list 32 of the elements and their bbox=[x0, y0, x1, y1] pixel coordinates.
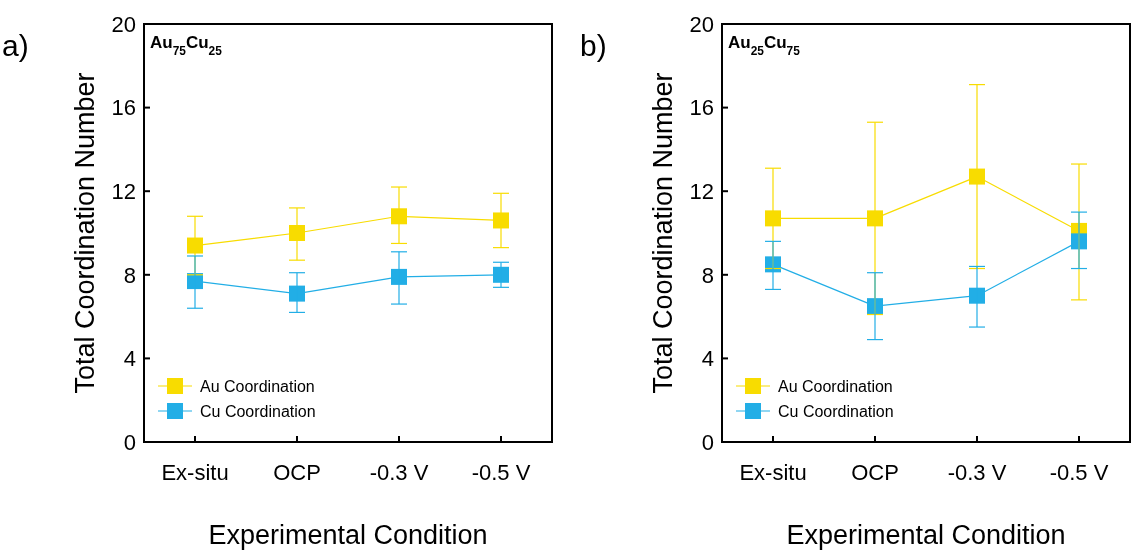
y-tick-label: 0 bbox=[123, 429, 136, 455]
y-tick-label: 20 bbox=[689, 11, 714, 37]
legend-label: Cu Coordination bbox=[778, 402, 894, 420]
legend-label: Cu Coordination bbox=[200, 402, 316, 420]
x-tick-label: OCP bbox=[273, 460, 321, 485]
y-tick-label: 8 bbox=[701, 262, 714, 288]
x-tick-label: -0.5 V bbox=[1049, 460, 1109, 485]
legend-label: Au Coordination bbox=[200, 377, 315, 395]
x-tick-label: Ex-situ bbox=[161, 460, 229, 485]
text: b) bbox=[580, 29, 607, 62]
x-tick-label: -0.3 V bbox=[369, 460, 429, 485]
x-tick-label: -0.5 V bbox=[471, 460, 531, 485]
text: Au$_{75}$Cu$_{25}$ bbox=[150, 33, 223, 58]
text: a) bbox=[2, 29, 29, 62]
x-axis-title: Experimental Condition bbox=[786, 520, 1066, 550]
y-tick-label: 20 bbox=[111, 11, 136, 37]
legend-label: Au Coordination bbox=[778, 377, 893, 395]
x-axis-title: Experimental Condition bbox=[208, 520, 488, 550]
y-tick-label: 12 bbox=[111, 178, 136, 204]
x-tick-label: OCP bbox=[851, 460, 899, 485]
y-tick-label: 4 bbox=[123, 346, 136, 372]
y-tick-label: 16 bbox=[689, 95, 714, 121]
y-tick-label: 4 bbox=[701, 346, 714, 372]
y-axis-title: Total Coordination Number bbox=[70, 72, 100, 394]
y-axis-title: Total Coordination Number bbox=[648, 72, 678, 394]
y-tick-label: 12 bbox=[689, 178, 714, 204]
x-tick-label: Ex-situ bbox=[739, 460, 807, 485]
x-tick-label: -0.3 V bbox=[947, 460, 1007, 485]
y-tick-label: 8 bbox=[123, 262, 136, 288]
text: Au$_{25}$Cu$_{75}$ bbox=[728, 33, 801, 58]
y-tick-label: 0 bbox=[701, 429, 714, 455]
y-tick-label: 16 bbox=[111, 95, 136, 121]
